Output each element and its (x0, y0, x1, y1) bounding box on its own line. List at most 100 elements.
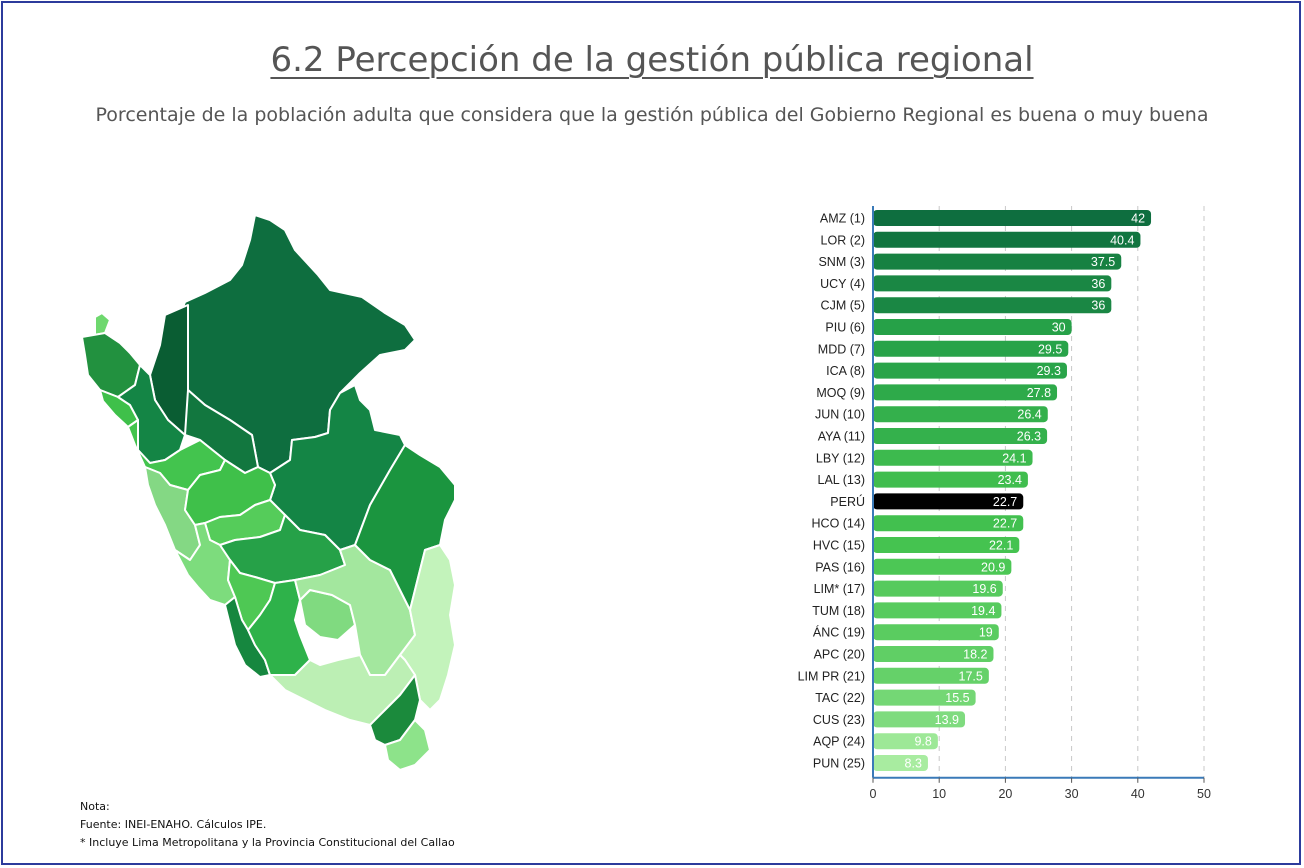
category-label: HVC (15) (813, 539, 865, 553)
category-label: CUS (23) (813, 713, 865, 727)
bar (873, 711, 966, 728)
tick-label: 30 (1065, 787, 1079, 801)
peru-choropleth-map (81, 214, 456, 771)
category-label: UCY (4) (820, 277, 865, 291)
data-label: 17.5 (959, 669, 983, 683)
bar (873, 515, 1024, 532)
map-region-moq (369, 674, 421, 746)
bar (873, 493, 1024, 510)
bar (873, 275, 1112, 292)
data-label: 23.4 (998, 473, 1022, 487)
category-label: CJM (5) (821, 299, 865, 313)
category-label: AMZ (1) (820, 212, 865, 226)
map-region-aqp (269, 654, 416, 726)
note-source: Fuente: INEI-ENAHO. Cálculos IPE. (80, 818, 267, 831)
category-label: PUN (25) (813, 757, 865, 771)
data-label: 18.2 (963, 648, 987, 662)
bar (873, 428, 1048, 444)
bar (873, 689, 976, 706)
tick-label: 50 (1197, 787, 1211, 801)
data-label: 40.4 (1110, 233, 1134, 247)
bar (873, 319, 1072, 335)
bar (873, 624, 999, 641)
tick-label: 0 (870, 787, 877, 801)
data-label: 42 (1131, 212, 1145, 226)
bar (873, 253, 1122, 270)
bar (873, 406, 1048, 423)
data-label: 19.4 (971, 604, 995, 618)
bar (873, 384, 1058, 401)
bar (873, 558, 1012, 575)
category-label: MOQ (9) (816, 386, 865, 400)
bar (873, 733, 938, 750)
bar (873, 449, 1033, 466)
data-label: 27.8 (1027, 386, 1051, 400)
bar (873, 297, 1112, 314)
chart-x-axis: 0 10 20 30 40 50 (870, 206, 1211, 801)
bar (873, 755, 928, 771)
data-label: 22.7 (993, 517, 1017, 531)
data-label: 30 (1052, 321, 1066, 335)
category-label: LBY (12) (816, 451, 865, 465)
data-label: 15.5 (945, 691, 969, 705)
data-label: 22.7 (993, 495, 1017, 509)
data-label: 13.9 (935, 713, 959, 727)
category-label: LIM* (17) (814, 582, 865, 596)
tick-label: 20 (998, 787, 1012, 801)
category-label: SNM (3) (818, 255, 865, 269)
category-label: LAL (13) (818, 473, 865, 487)
bar (873, 210, 1152, 226)
notes-block: Nota: Fuente: INEI-ENAHO. Cálculos IPE. … (80, 798, 455, 852)
category-label: AQP (24) (813, 735, 865, 749)
data-label: 9.8 (914, 735, 931, 749)
note-footnote: * Incluye Lima Metropolitana y la Provin… (80, 836, 455, 849)
category-label: ICA (8) (826, 364, 865, 378)
bar (873, 580, 1003, 597)
data-label: 36 (1091, 277, 1105, 291)
data-label: 19 (979, 626, 993, 640)
bar (873, 667, 989, 684)
bar (873, 537, 1020, 553)
category-label: TAC (22) (815, 691, 865, 705)
bar (873, 340, 1069, 357)
data-label: 36 (1091, 299, 1105, 313)
bar (873, 602, 1002, 619)
map-region-aya (247, 579, 311, 676)
data-label: 8.3 (905, 757, 922, 771)
category-label: PAS (16) (815, 560, 865, 574)
data-label: 29.5 (1038, 342, 1062, 356)
page-title: 6.2 Percepción de la gestión pública reg… (270, 40, 1034, 80)
tick-label: 40 (1131, 787, 1145, 801)
category-label: ÁNC (19) (813, 625, 865, 640)
category-label: HCO (14) (812, 517, 865, 531)
bar (873, 471, 1028, 488)
category-label: PIU (6) (825, 321, 865, 335)
category-label: LIM PR (21) (798, 669, 865, 683)
data-label: 24.1 (1002, 451, 1026, 465)
chart-bars: AMZ (1) 42 LOR (2) 40.4 SNM (3) 37.5 UCY (4) 36… (798, 210, 1152, 771)
map-region-mdd (354, 444, 456, 611)
category-label: JUN (10) (815, 408, 865, 422)
data-label: 26.4 (1017, 408, 1041, 422)
category-label: MDD (7) (818, 342, 865, 356)
bar (873, 646, 994, 662)
category-label: AYA (11) (818, 430, 865, 444)
category-label: LOR (2) (821, 233, 865, 247)
data-label: 19.6 (972, 582, 996, 596)
data-label: 20.9 (981, 560, 1005, 574)
chart-grid (938, 206, 1205, 778)
map-region-tum (94, 312, 111, 336)
category-label: PERÚ (830, 494, 865, 509)
category-label: APC (20) (814, 648, 865, 662)
tick-label: 10 (932, 787, 946, 801)
data-label: 37.5 (1091, 255, 1115, 269)
bar (873, 231, 1141, 248)
bar-chart: AMZ (1) 42 LOR (2) 40.4 SNM (3) 37.5 UCY (4) 36… (798, 206, 1211, 801)
note-label: Nota: (80, 800, 110, 813)
bar (873, 362, 1067, 379)
data-label: 26.3 (1017, 430, 1041, 444)
map-region-tac (384, 719, 431, 771)
data-label: 29.3 (1037, 364, 1061, 378)
category-label: TUM (18) (812, 604, 865, 618)
